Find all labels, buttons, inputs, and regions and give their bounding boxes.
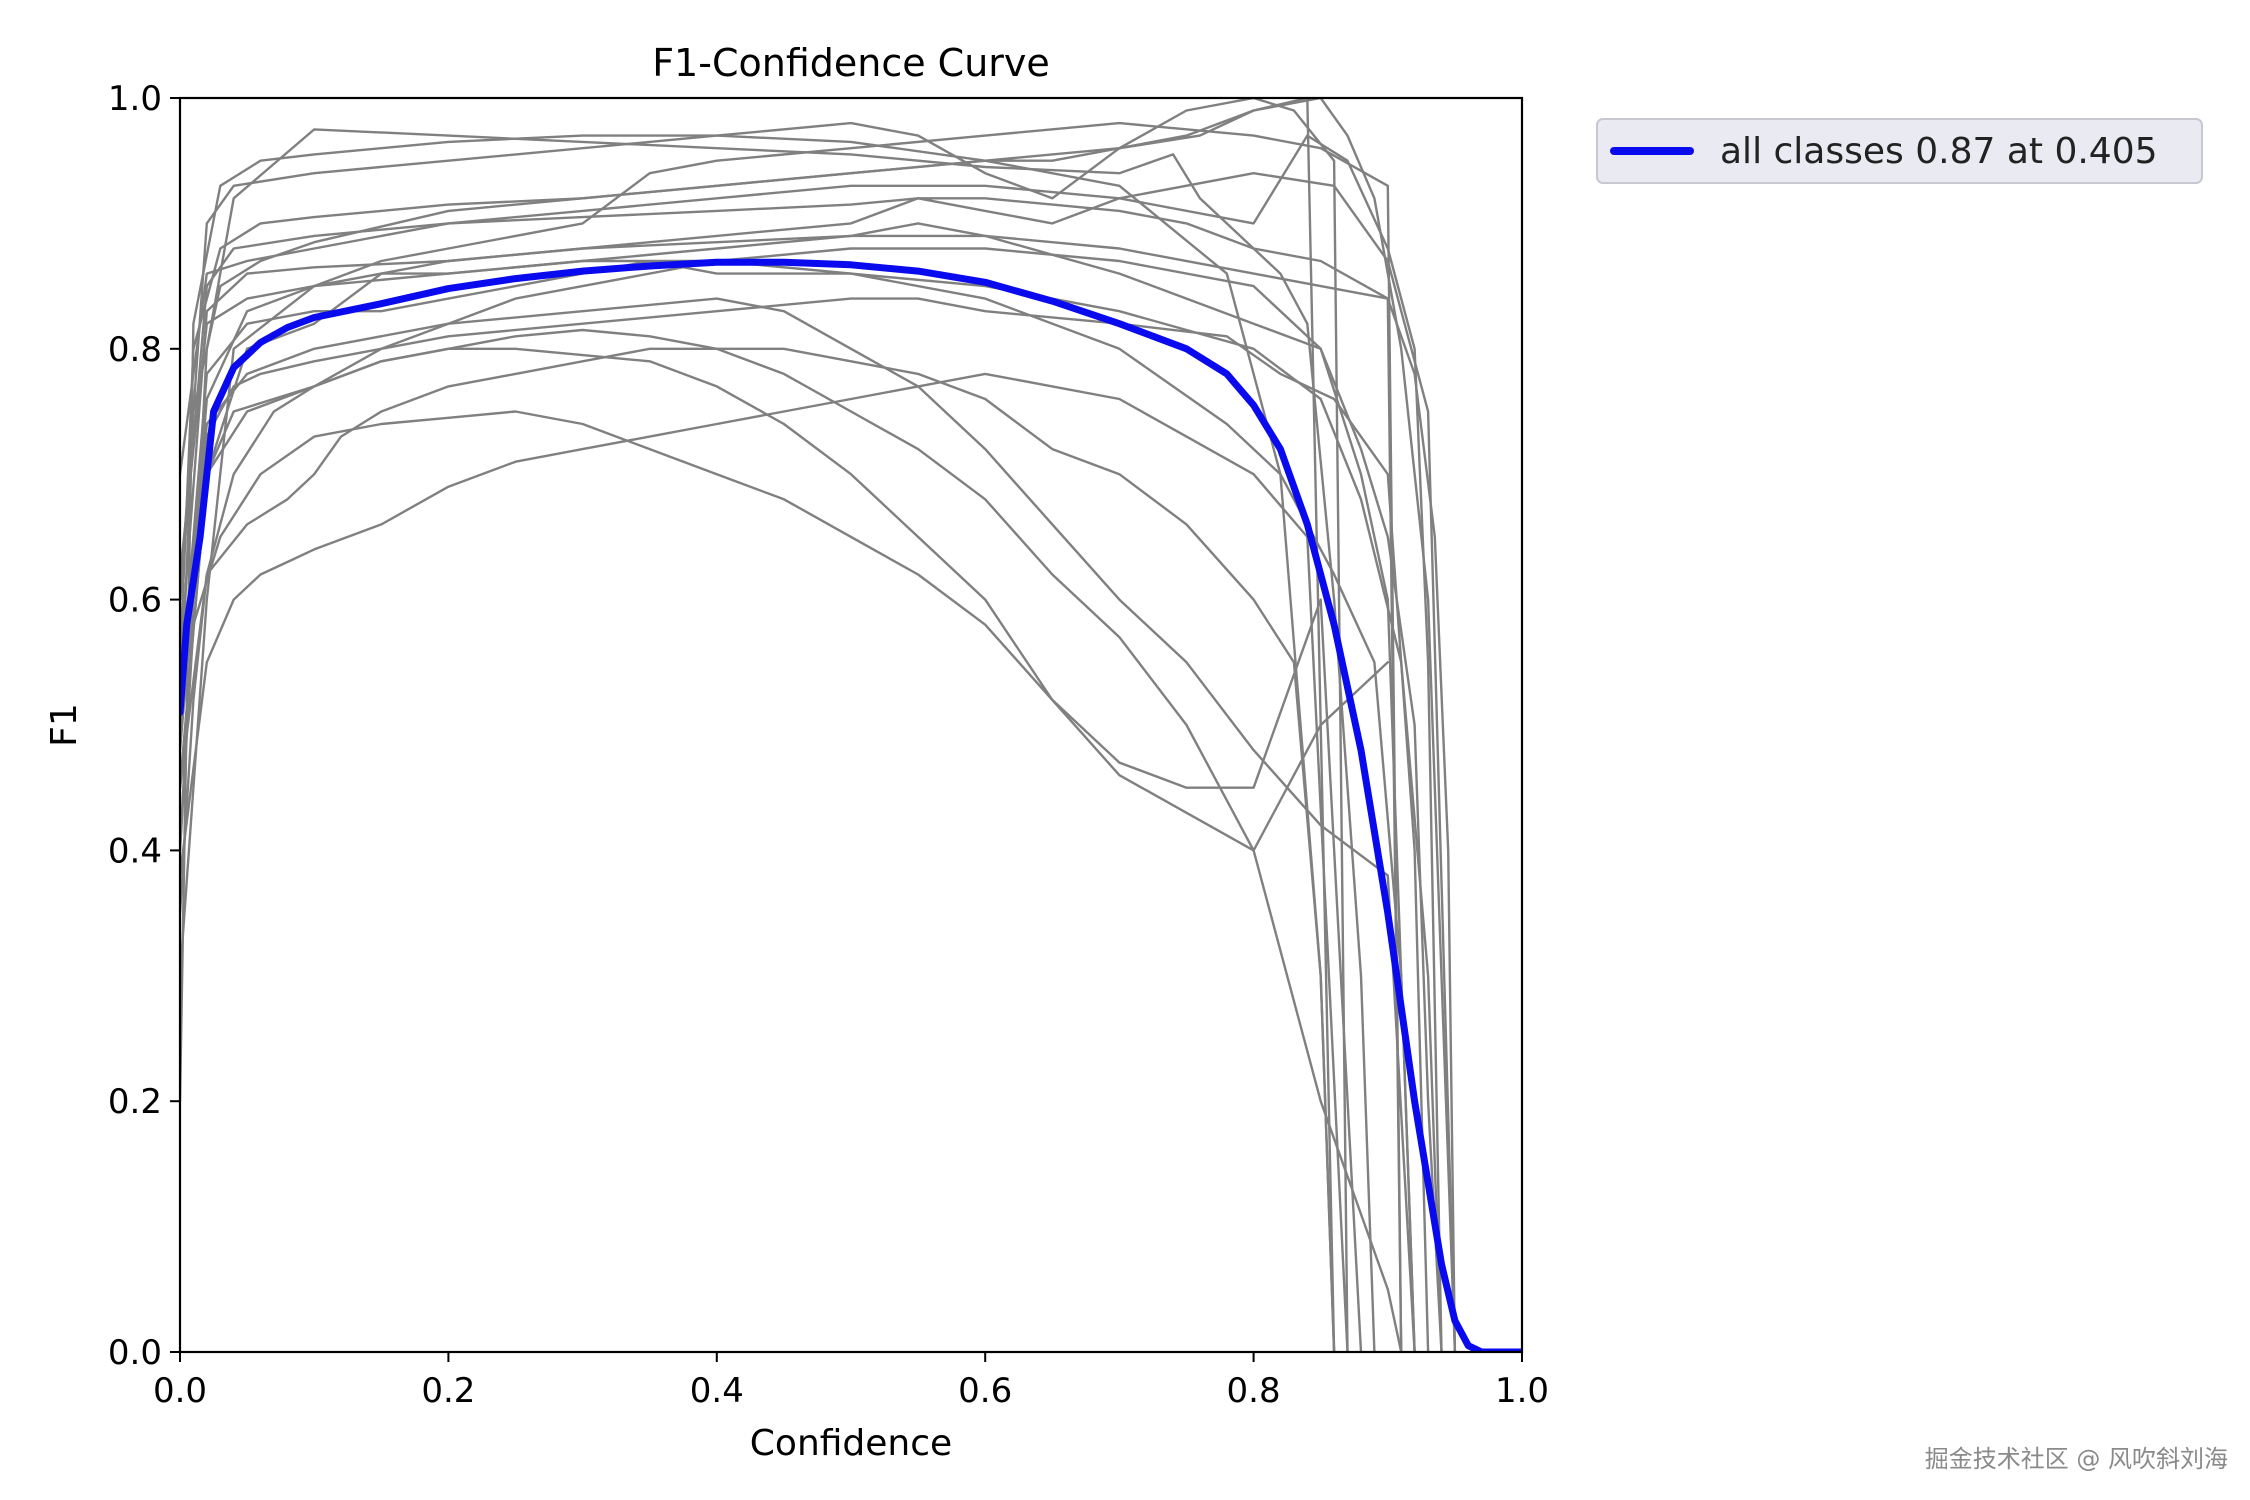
y-tick-label: 0.2 [108, 1082, 162, 1122]
series-line-class-13 [180, 347, 1336, 1352]
legend-label-all-classes: all classes 0.87 at 0.405 [1720, 131, 2158, 172]
plot-frame [178, 96, 1524, 1354]
x-axis-label: Confidence [750, 1423, 952, 1464]
y-axis-label: F1 [44, 703, 85, 747]
series-line-class-1 [180, 134, 1336, 1352]
series-line-class-14 [180, 372, 1349, 1352]
y-tick-label: 0.0 [108, 1333, 162, 1373]
series-line-class-18 [180, 98, 1457, 1352]
series-line-class-4 [180, 128, 1376, 1352]
y-tick-label: 1.0 [108, 79, 162, 119]
y-tick-label: 0.4 [108, 831, 162, 871]
x-tick-label: 0.8 [1227, 1371, 1281, 1411]
series-line-class-7 [180, 134, 1443, 1352]
chart-title: F1-Confidence Curve [652, 41, 1050, 85]
series-line-class-3 [180, 98, 1349, 1352]
series-line-class-16 [180, 297, 1430, 1352]
series-line-class-21 [180, 197, 1457, 1352]
series-line-class-9 [180, 171, 1457, 1352]
x-tick-label: 0.2 [421, 1371, 475, 1411]
y-axis: 0.0 0.2 0.4 0.6 0.8 1.0 [108, 79, 180, 1373]
watermark: 掘金技术社区 @ 风吹斜刘海 [1925, 1445, 2228, 1473]
series-line-class-6 [180, 121, 1403, 1352]
x-tick-label: 1.0 [1495, 1371, 1549, 1411]
x-tick-label: 0.6 [958, 1371, 1012, 1411]
x-axis: 0.0 0.2 0.4 0.6 0.8 1.0 [153, 1352, 1549, 1411]
x-tick-label: 0.4 [690, 1371, 744, 1411]
series-line-class-17 [180, 259, 1443, 1352]
y-tick-label: 0.8 [108, 330, 162, 370]
y-tick-label: 0.6 [108, 581, 162, 621]
series-layer [180, 98, 1522, 1352]
series-line-class-19 [180, 247, 1443, 1352]
series-line-class-12 [180, 410, 1390, 852]
series-line-all-classes [180, 258, 1522, 1352]
legend-box [1596, 118, 2203, 184]
series-line-class-20 [180, 259, 1416, 1352]
series-line-class-8 [180, 222, 1416, 1352]
x-tick-label: 0.0 [153, 1371, 207, 1411]
series-line-class-15 [180, 347, 1363, 1352]
legend: all classes 0.87 at 0.405 [1596, 118, 2203, 184]
